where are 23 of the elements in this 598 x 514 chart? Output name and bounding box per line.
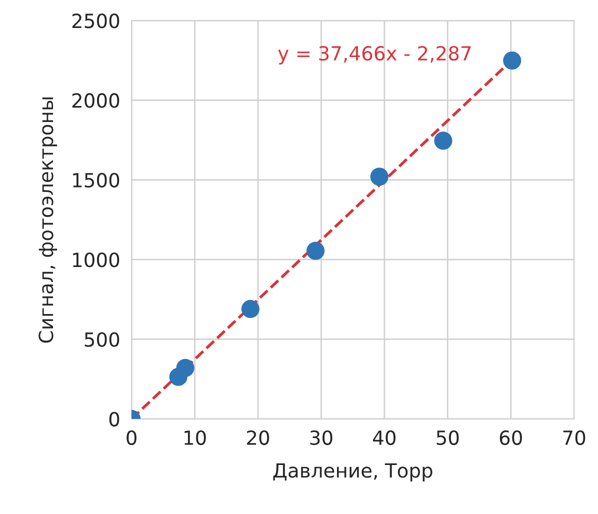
x-tick-label: 50: [436, 430, 459, 446]
x-axis-title: Давление, Торр: [273, 463, 432, 482]
point: [241, 300, 260, 318]
y-tick-label: 2000: [72, 93, 120, 108]
annotation: y = 37,466x - 2,287: [278, 46, 471, 64]
y-tick-label: 1500: [73, 172, 120, 188]
point: [370, 168, 388, 186]
x-tick-label: 40: [373, 430, 396, 446]
x-tick-label: 30: [310, 430, 332, 446]
x-tick-label: 10: [184, 430, 206, 446]
y-tick-label: 2500: [72, 14, 120, 28]
y-tick-label: 500: [84, 332, 120, 347]
x-tick-label: 0: [126, 430, 136, 446]
x-tick-label: 20: [247, 430, 270, 446]
y-tick-label: 0: [109, 412, 120, 427]
point: [434, 132, 452, 150]
x-tick-label: 60: [500, 430, 522, 446]
point: [503, 52, 522, 70]
point: [306, 242, 325, 260]
point: [176, 358, 194, 377]
y-tick-label: 1000: [73, 252, 120, 268]
y-axis-title: Сигнал, фотоэлектроны: [38, 97, 58, 343]
x-tick-label: 70: [563, 430, 586, 446]
